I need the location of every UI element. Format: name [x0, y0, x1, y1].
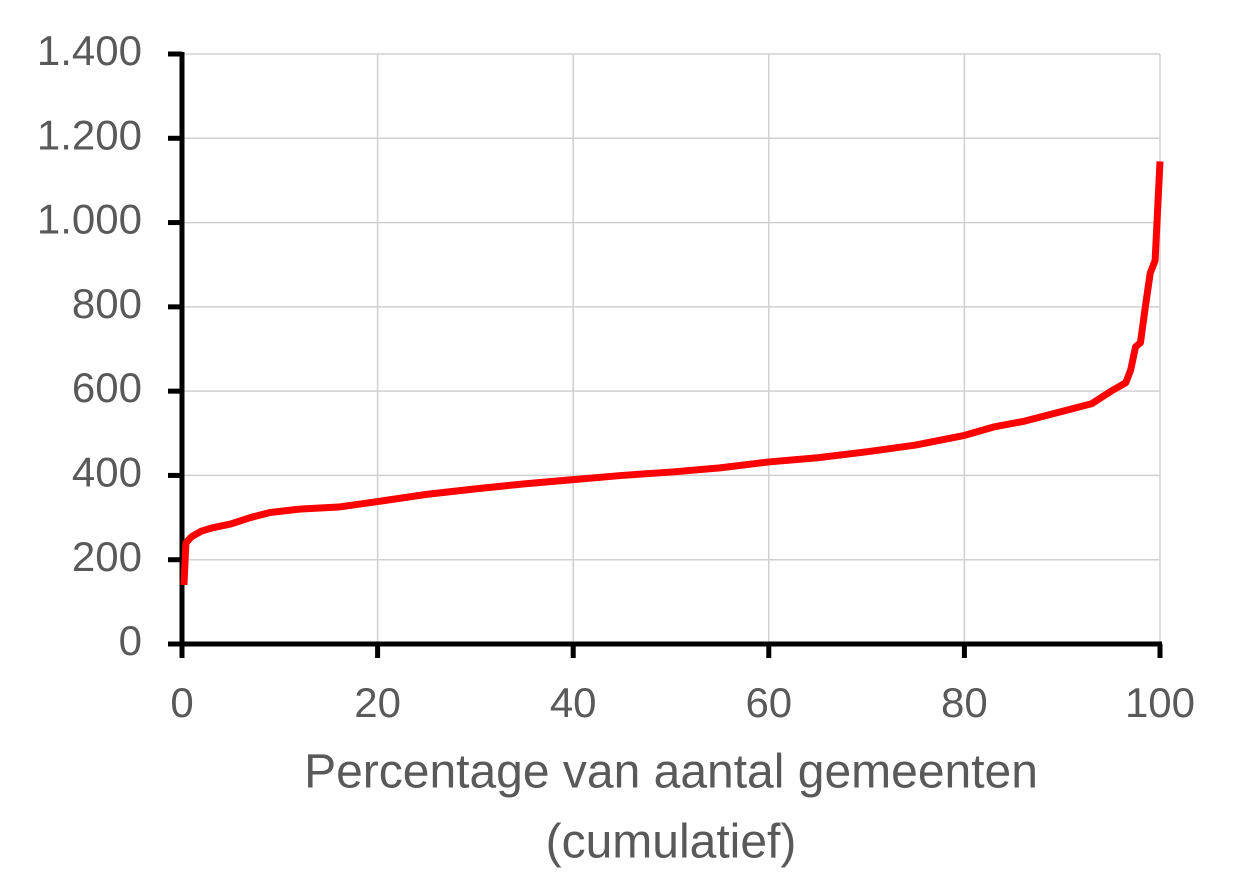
- x-axis-label: Percentage van aantal gemeenten: [304, 746, 1038, 799]
- x-tick-label: 80: [941, 679, 988, 726]
- y-tick-label: 400: [72, 449, 142, 496]
- y-tick-label: 1.400: [37, 27, 142, 74]
- y-tick-label: 1.000: [37, 196, 142, 243]
- y-tick-label: 200: [72, 533, 142, 580]
- y-tick-label: 600: [72, 364, 142, 411]
- x-tick-label: 60: [745, 679, 792, 726]
- x-tick-label: 40: [550, 679, 597, 726]
- y-tick-label: 800: [72, 280, 142, 327]
- data-line: [180, 161, 1164, 586]
- x-tick-label: 0: [170, 679, 193, 726]
- x-tick-label: 100: [1125, 679, 1195, 726]
- y-tick-label: 0: [119, 617, 142, 664]
- y-tick-label: 1.200: [37, 111, 142, 158]
- x-tick-label: 20: [354, 679, 401, 726]
- x-axis-label: (cumulatief): [546, 816, 797, 869]
